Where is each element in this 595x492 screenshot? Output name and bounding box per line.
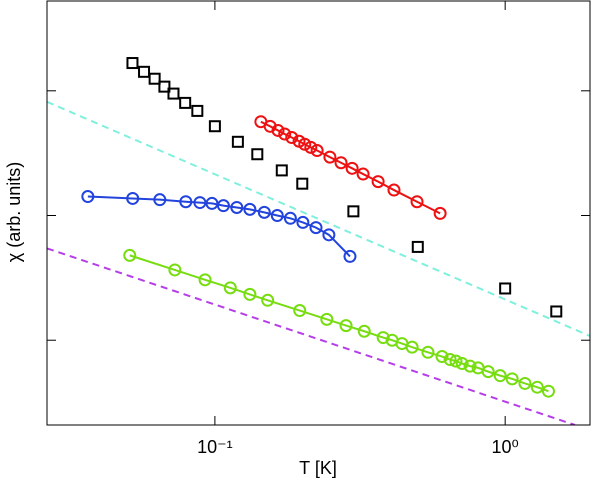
square-marker bbox=[148, 72, 161, 85]
circle-marker bbox=[123, 248, 137, 262]
circle-marker bbox=[433, 206, 447, 220]
circle-marker bbox=[243, 202, 257, 216]
circle-marker bbox=[435, 350, 449, 364]
circle-marker bbox=[285, 131, 299, 145]
circle-marker bbox=[261, 293, 275, 307]
circle-marker bbox=[410, 195, 424, 209]
square-marker bbox=[191, 104, 204, 117]
series-line bbox=[129, 254, 549, 393]
circle-marker bbox=[323, 150, 337, 164]
circle-marker bbox=[463, 359, 477, 373]
circle-marker bbox=[505, 372, 519, 386]
circle-marker bbox=[304, 140, 318, 154]
circle-marker bbox=[278, 127, 292, 141]
circle-marker bbox=[387, 183, 401, 197]
square-marker bbox=[550, 305, 563, 318]
circle-marker bbox=[320, 312, 334, 326]
circle-marker bbox=[81, 190, 95, 204]
circle-marker bbox=[518, 376, 532, 390]
square-marker bbox=[411, 240, 424, 253]
square-marker bbox=[275, 164, 288, 177]
circle-marker bbox=[271, 123, 285, 137]
circle-marker bbox=[309, 221, 323, 235]
circle-marker bbox=[223, 281, 237, 295]
x-axis-label: T [K] bbox=[299, 458, 337, 478]
circle-marker bbox=[257, 205, 271, 219]
circle-marker bbox=[179, 195, 193, 209]
circle-marker bbox=[153, 193, 167, 207]
circle-marker bbox=[345, 161, 359, 175]
circle-marker bbox=[376, 331, 390, 345]
circle-marker bbox=[322, 228, 336, 242]
circle-marker bbox=[216, 199, 230, 213]
circle-marker bbox=[230, 200, 244, 214]
plot-frame bbox=[46, 0, 591, 426]
circle-marker bbox=[243, 287, 257, 301]
circle-marker bbox=[339, 319, 353, 333]
circle-marker bbox=[455, 357, 469, 371]
circle-marker bbox=[270, 209, 284, 223]
series-line bbox=[87, 195, 351, 258]
circle-marker bbox=[168, 263, 182, 277]
circle-marker bbox=[126, 191, 140, 205]
square-marker bbox=[158, 80, 171, 93]
square-marker bbox=[126, 57, 139, 70]
square-marker bbox=[251, 148, 264, 161]
x-tick-label: 10⁻¹ bbox=[197, 437, 233, 457]
circle-marker bbox=[296, 215, 310, 229]
circle-marker bbox=[443, 353, 457, 367]
circle-marker bbox=[356, 167, 370, 181]
square-marker bbox=[179, 96, 192, 109]
y-axis-label: χ (arb. units) bbox=[4, 162, 24, 262]
circle-marker bbox=[449, 354, 463, 368]
circle-marker bbox=[541, 384, 555, 398]
square-marker bbox=[499, 282, 512, 295]
circle-marker bbox=[293, 304, 307, 318]
circle-marker bbox=[530, 380, 544, 394]
circle-marker bbox=[493, 369, 507, 383]
square-marker bbox=[296, 177, 309, 190]
square-marker bbox=[231, 135, 244, 148]
circle-marker bbox=[343, 249, 357, 263]
circle-marker bbox=[310, 144, 324, 158]
square-marker bbox=[208, 120, 221, 133]
circle-marker bbox=[405, 340, 419, 354]
reference-line bbox=[47, 247, 576, 425]
circle-marker bbox=[481, 365, 495, 379]
reference-line bbox=[47, 100, 590, 337]
circle-marker bbox=[421, 345, 435, 359]
x-tick-label: 10⁰ bbox=[492, 437, 519, 457]
circle-marker bbox=[193, 196, 207, 210]
circle-marker bbox=[283, 211, 297, 225]
circle-marker bbox=[198, 273, 212, 287]
circle-marker bbox=[357, 324, 371, 338]
circle-marker bbox=[334, 156, 348, 170]
square-marker bbox=[138, 65, 151, 78]
circle-marker bbox=[371, 175, 385, 189]
square-marker bbox=[167, 87, 180, 100]
square-marker bbox=[347, 205, 360, 218]
